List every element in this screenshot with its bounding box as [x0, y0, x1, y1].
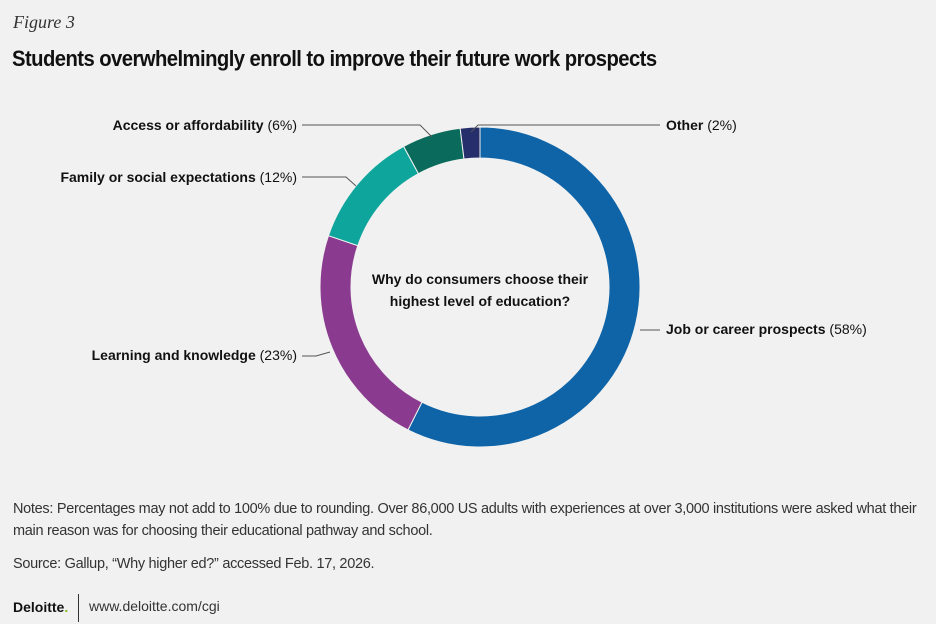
slice-label: Access or affordability (6%) [113, 117, 297, 133]
logo-text: Deloitte [13, 599, 65, 615]
slice-label: Other (2%) [666, 117, 737, 133]
leader-line [302, 176, 357, 187]
footer-url[interactable]: www.deloitte.com/cgi [89, 598, 220, 614]
center-label: highest level of education? [390, 293, 570, 309]
donut-slice [459, 126, 481, 160]
slice-label: Job or career prospects (58%) [666, 321, 867, 337]
slice-label: Learning and knowledge (23%) [92, 347, 297, 363]
slice-label: Family or social expectations (12%) [60, 169, 297, 185]
logo-dot: . [64, 599, 69, 615]
figure-label: Figure 3 [13, 12, 75, 32]
leader-line [302, 351, 331, 357]
source: Source: Gallup, “Why higher ed?” accesse… [13, 556, 375, 572]
donut-slice [319, 235, 423, 431]
donut-slice [327, 145, 420, 247]
divider [78, 594, 79, 622]
leader-line [470, 124, 660, 133]
deloitte-logo: Deloitte. [13, 599, 68, 615]
notes: Notes: Percentages may not add to 100% d… [13, 501, 917, 539]
chart-title: Students overwhelmingly enroll to improv… [12, 46, 657, 71]
leader-line [302, 124, 433, 138]
center-label: Why do consumers choose their [372, 271, 589, 287]
donut-slice [407, 126, 641, 448]
